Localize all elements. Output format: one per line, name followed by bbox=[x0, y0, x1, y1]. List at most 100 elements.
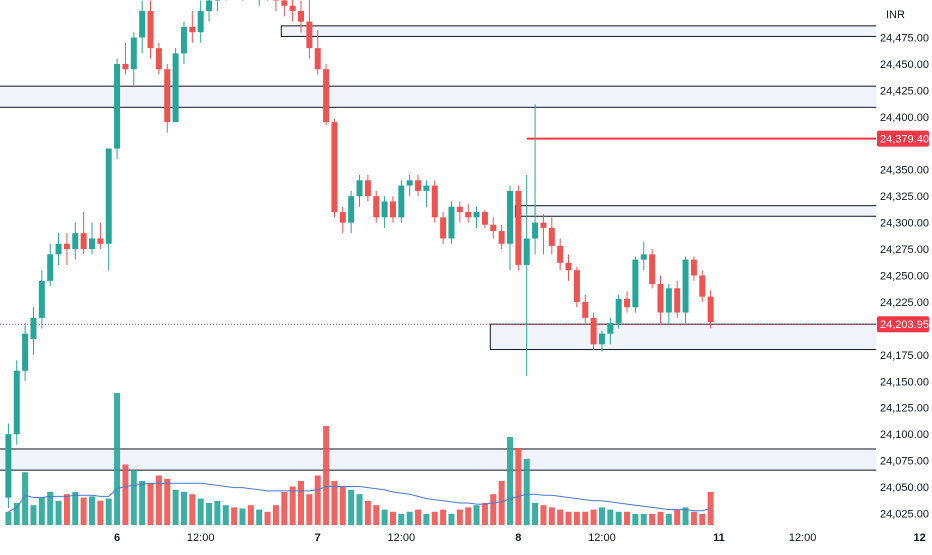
x-tick-label: 12:00 bbox=[588, 532, 616, 544]
candle[interactable] bbox=[173, 48, 179, 122]
candle[interactable] bbox=[47, 244, 53, 286]
candle[interactable] bbox=[582, 295, 588, 324]
candle-body bbox=[206, 0, 212, 11]
candle[interactable] bbox=[532, 104, 538, 254]
zone-box[interactable] bbox=[0, 449, 878, 470]
candle[interactable] bbox=[306, 0, 312, 59]
candle[interactable] bbox=[457, 201, 463, 222]
candle[interactable] bbox=[365, 175, 371, 201]
zone-box[interactable] bbox=[490, 324, 878, 349]
candle[interactable] bbox=[632, 256, 638, 312]
volume-bar bbox=[64, 494, 70, 525]
candle[interactable] bbox=[81, 212, 87, 254]
candle[interactable] bbox=[357, 175, 363, 207]
candle[interactable] bbox=[398, 180, 404, 222]
candle[interactable] bbox=[106, 149, 112, 271]
zone-box[interactable] bbox=[515, 206, 878, 217]
volume-bar bbox=[674, 510, 680, 525]
candle[interactable] bbox=[122, 43, 128, 75]
candle[interactable] bbox=[465, 204, 471, 223]
candle[interactable] bbox=[566, 254, 572, 280]
candle[interactable] bbox=[39, 270, 45, 328]
plot-area[interactable] bbox=[0, 0, 878, 525]
candle[interactable] bbox=[198, 0, 204, 42]
volume-bar bbox=[540, 505, 546, 525]
candle[interactable] bbox=[164, 64, 170, 133]
candle[interactable] bbox=[382, 196, 388, 228]
candle[interactable] bbox=[214, 0, 220, 11]
candle[interactable] bbox=[674, 281, 680, 318]
volume-bar bbox=[632, 514, 638, 525]
candle[interactable] bbox=[482, 210, 488, 228]
candle[interactable] bbox=[373, 191, 379, 223]
candle[interactable] bbox=[423, 180, 429, 206]
candle[interactable] bbox=[415, 175, 421, 196]
candle[interactable] bbox=[340, 207, 346, 233]
candle[interactable] bbox=[432, 180, 438, 222]
candle[interactable] bbox=[348, 191, 354, 233]
candle[interactable] bbox=[14, 360, 20, 445]
candle[interactable] bbox=[557, 238, 563, 270]
candle[interactable] bbox=[56, 233, 62, 265]
candle[interactable] bbox=[624, 291, 630, 312]
candle[interactable] bbox=[131, 32, 137, 85]
candle[interactable] bbox=[691, 256, 697, 280]
candle[interactable] bbox=[273, 0, 279, 11]
candle[interactable] bbox=[474, 207, 480, 228]
candle[interactable] bbox=[189, 11, 195, 43]
candle[interactable] bbox=[699, 270, 705, 302]
candle-body bbox=[306, 22, 312, 48]
candle[interactable] bbox=[708, 290, 714, 328]
zone-box[interactable] bbox=[0, 86, 878, 107]
zone-box[interactable] bbox=[281, 26, 878, 37]
candle[interactable] bbox=[181, 22, 187, 64]
candle[interactable] bbox=[290, 0, 296, 22]
candle[interactable] bbox=[657, 276, 663, 324]
candle[interactable] bbox=[549, 217, 555, 254]
candle[interactable] bbox=[490, 217, 496, 238]
candle-body bbox=[499, 231, 505, 244]
candle[interactable] bbox=[666, 284, 672, 323]
candle[interactable] bbox=[440, 212, 446, 244]
candle-body bbox=[599, 334, 605, 345]
candle[interactable] bbox=[540, 214, 546, 254]
volume-bar bbox=[465, 507, 471, 525]
candle[interactable] bbox=[72, 223, 78, 260]
candle[interactable] bbox=[448, 201, 454, 243]
candle[interactable] bbox=[331, 119, 337, 217]
candle-body bbox=[106, 149, 112, 244]
candle[interactable] bbox=[616, 295, 622, 329]
candle[interactable] bbox=[156, 43, 162, 75]
candle[interactable] bbox=[390, 196, 396, 222]
candle[interactable] bbox=[574, 267, 580, 307]
candle[interactable] bbox=[206, 0, 212, 22]
candle[interactable] bbox=[22, 323, 28, 381]
candle[interactable] bbox=[148, 0, 154, 58]
y-tick-label: 24,450.00 bbox=[880, 59, 929, 71]
candle[interactable] bbox=[407, 175, 413, 196]
candle-body bbox=[582, 302, 588, 318]
candle[interactable] bbox=[281, 0, 287, 16]
candle[interactable] bbox=[5, 424, 11, 509]
candle[interactable] bbox=[139, 0, 145, 53]
candle[interactable] bbox=[683, 256, 689, 323]
candle[interactable] bbox=[591, 313, 597, 350]
candle[interactable] bbox=[30, 307, 36, 355]
candle[interactable] bbox=[649, 249, 655, 288]
candle[interactable] bbox=[114, 59, 120, 159]
candle[interactable] bbox=[89, 223, 95, 255]
candle[interactable] bbox=[641, 242, 647, 271]
current-price-badge[interactable]: 24,203.95 bbox=[877, 316, 929, 332]
candle[interactable] bbox=[64, 233, 70, 265]
candle[interactable] bbox=[499, 225, 505, 249]
volume-bar bbox=[382, 510, 388, 525]
candle[interactable] bbox=[323, 64, 329, 125]
y-tick-label: 24,425.00 bbox=[880, 85, 929, 97]
candle[interactable] bbox=[515, 186, 521, 271]
candle[interactable] bbox=[97, 223, 103, 249]
candle[interactable] bbox=[507, 186, 513, 271]
line-price-badge[interactable]: 24,379.40 bbox=[877, 131, 929, 147]
candle[interactable] bbox=[256, 0, 262, 6]
